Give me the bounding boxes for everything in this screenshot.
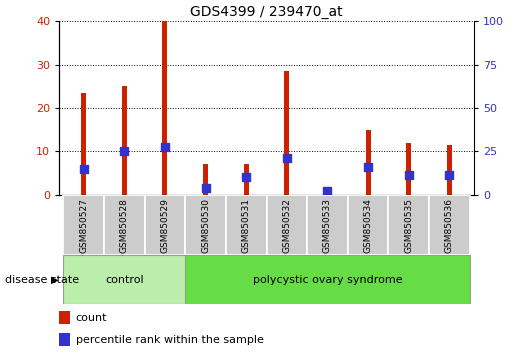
Bar [307,195,348,255]
Text: GSM850536: GSM850536 [445,198,454,253]
Point [445,172,454,178]
Bar [447,145,452,195]
Point [405,172,413,178]
Bar [244,164,249,195]
Text: GSM850527: GSM850527 [79,198,88,253]
Point [364,164,372,169]
Point [161,144,169,150]
Text: GSM850530: GSM850530 [201,198,210,253]
Bar [63,255,185,304]
Text: GSM850529: GSM850529 [160,198,169,253]
Bar [104,195,145,255]
Text: GSM850534: GSM850534 [364,198,373,253]
Bar [203,164,208,195]
Bar [145,195,185,255]
Bar [185,255,470,304]
Text: control: control [105,275,144,285]
Bar [406,143,411,195]
Point [201,185,210,191]
Bar [388,195,429,255]
Bar [348,195,388,255]
Text: polycystic ovary syndrome: polycystic ovary syndrome [253,275,402,285]
Point [283,155,291,161]
Text: GSM850532: GSM850532 [282,198,291,253]
Bar [59,312,70,324]
Point [79,166,88,171]
Bar [325,188,330,195]
Bar [162,21,167,195]
Point [323,188,332,194]
Text: GSM850528: GSM850528 [120,198,129,253]
Bar [429,195,470,255]
Text: GSM850533: GSM850533 [323,198,332,253]
Bar [226,195,267,255]
Bar [122,86,127,195]
Bar [267,195,307,255]
Bar [81,93,86,195]
Point [242,175,250,180]
Text: count: count [76,313,107,323]
Text: percentile rank within the sample: percentile rank within the sample [76,335,264,345]
Text: ▶: ▶ [50,275,58,285]
Text: GSM850531: GSM850531 [242,198,251,253]
Title: GDS4399 / 239470_at: GDS4399 / 239470_at [190,5,343,19]
Text: disease state: disease state [5,275,79,285]
Text: GSM850535: GSM850535 [404,198,413,253]
Bar [185,195,226,255]
Bar [366,130,371,195]
Point [120,149,128,154]
Bar [59,333,70,346]
Bar [63,195,104,255]
Bar [284,71,289,195]
